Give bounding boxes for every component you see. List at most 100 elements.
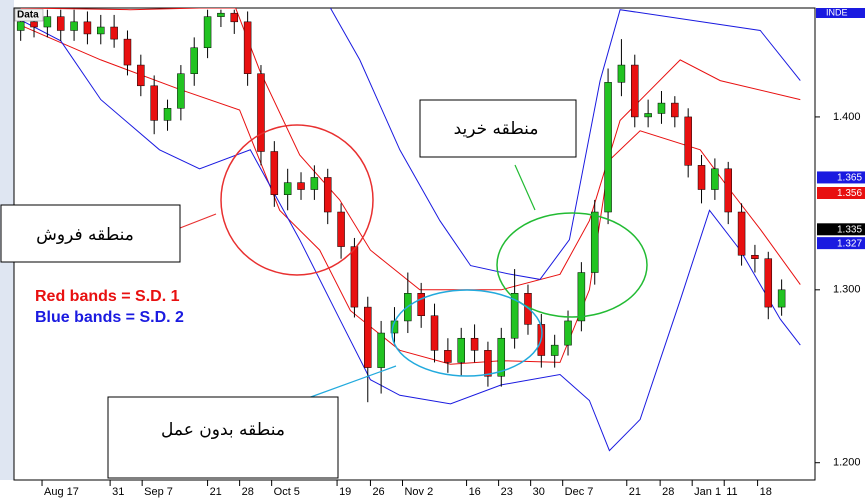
x-tick-label: 26 xyxy=(372,486,384,498)
x-tick-label: 23 xyxy=(501,486,513,498)
band-line xyxy=(20,8,801,291)
x-tick-label: 21 xyxy=(629,486,641,498)
candle-body xyxy=(684,116,692,166)
candle-body xyxy=(417,293,425,317)
candle-body xyxy=(56,16,65,31)
frame-label: Data xyxy=(17,10,39,21)
candle-body xyxy=(350,246,359,308)
candle-body xyxy=(123,38,132,66)
candle-body xyxy=(337,211,345,247)
candle-body xyxy=(297,182,305,190)
price-tag-label: 1.327 xyxy=(837,238,862,249)
price-tag-label: 1.365 xyxy=(837,173,862,184)
candle-body xyxy=(671,102,679,118)
candle-body xyxy=(577,272,586,322)
candle-body xyxy=(150,85,158,121)
buy-label: منطقه خرید xyxy=(454,119,539,139)
candle-body xyxy=(310,177,319,190)
x-tick-label: 11 xyxy=(726,486,737,498)
no-action-ellipse xyxy=(391,289,543,377)
legend-red: Red bands = S.D. 1 xyxy=(35,288,180,305)
candle-body xyxy=(177,73,185,109)
candle-body xyxy=(697,165,706,190)
candle-body xyxy=(283,182,292,195)
x-tick-label: Oct 5 xyxy=(274,486,300,498)
x-tick-label: Nov 2 xyxy=(404,486,433,498)
index-label: INDE xyxy=(826,7,848,17)
candle-body xyxy=(444,350,452,363)
candle-body xyxy=(724,168,732,213)
y-tick-label: 1.400 xyxy=(833,111,861,123)
candle-body xyxy=(644,113,652,118)
x-tick-label: 28 xyxy=(662,486,674,498)
candle-body xyxy=(590,211,599,273)
candle-body xyxy=(657,102,666,114)
x-tick-label: 19 xyxy=(339,486,351,498)
buy-ellipse xyxy=(496,212,648,318)
price-tag-label: 1.335 xyxy=(837,224,862,235)
no-action-box xyxy=(107,396,339,479)
index-box xyxy=(816,8,865,18)
candle-body xyxy=(617,64,626,83)
candle-body xyxy=(30,21,38,28)
no-action-label: منطقه بدون عمل xyxy=(161,420,285,440)
sell-label: منطقه فروش xyxy=(36,225,134,245)
no-action-pointer xyxy=(307,365,397,399)
sell-box xyxy=(0,204,181,263)
price-tag xyxy=(817,186,865,199)
x-tick-label: 28 xyxy=(242,486,254,498)
price-tag-label: 1.356 xyxy=(837,188,862,199)
price-tag xyxy=(817,171,865,184)
candle-body xyxy=(243,21,252,74)
marks xyxy=(16,8,801,452)
candle-body xyxy=(550,344,559,356)
price-tag xyxy=(817,223,865,236)
x-tick-label: 21 xyxy=(210,486,222,498)
candle-body xyxy=(564,320,572,346)
candle-body xyxy=(190,47,198,74)
x-tick-label: Jan 1 xyxy=(694,486,721,498)
candle-body xyxy=(16,21,25,31)
x-tick-label: 30 xyxy=(533,486,545,498)
legend-blue: Blue bands = S.D. 2 xyxy=(35,309,184,326)
candle-body xyxy=(203,16,212,49)
candle-body xyxy=(230,12,239,23)
candle-body xyxy=(604,82,612,213)
candle-body xyxy=(497,337,506,377)
band-line xyxy=(20,24,801,365)
candle-body xyxy=(777,289,786,308)
x-tick-label: Sep 7 xyxy=(144,486,173,498)
candle-body xyxy=(110,26,118,40)
band-line xyxy=(329,8,801,280)
candle-body xyxy=(737,211,746,256)
candle-body xyxy=(43,16,52,28)
candle-body xyxy=(323,177,332,213)
x-tick-label: 31 xyxy=(112,486,124,498)
candle-body xyxy=(764,258,773,308)
x-tick-label: 16 xyxy=(469,486,481,498)
x-tick-label: Dec 7 xyxy=(565,486,594,498)
candle-body xyxy=(137,64,145,87)
y-tick-label: 1.200 xyxy=(833,457,861,469)
candle-body xyxy=(97,26,105,35)
y-tick-label: 1.300 xyxy=(833,284,861,296)
x-tick-label: Aug 17 xyxy=(44,486,79,498)
candle-body xyxy=(510,293,519,339)
candle-body xyxy=(430,315,439,351)
buy-box xyxy=(419,99,577,158)
candle-body xyxy=(377,332,385,368)
x-tick-label: 18 xyxy=(760,486,772,498)
sell-ellipse xyxy=(220,124,374,276)
price-tag xyxy=(817,237,865,250)
candle-body xyxy=(257,73,265,152)
candle-body xyxy=(751,254,759,259)
candle-body xyxy=(457,337,465,363)
candle-body xyxy=(163,108,172,121)
candle-body xyxy=(470,337,479,351)
candle-body xyxy=(484,350,492,377)
candle-body xyxy=(631,64,639,118)
candle-body xyxy=(217,12,225,17)
candle-body xyxy=(70,21,78,31)
